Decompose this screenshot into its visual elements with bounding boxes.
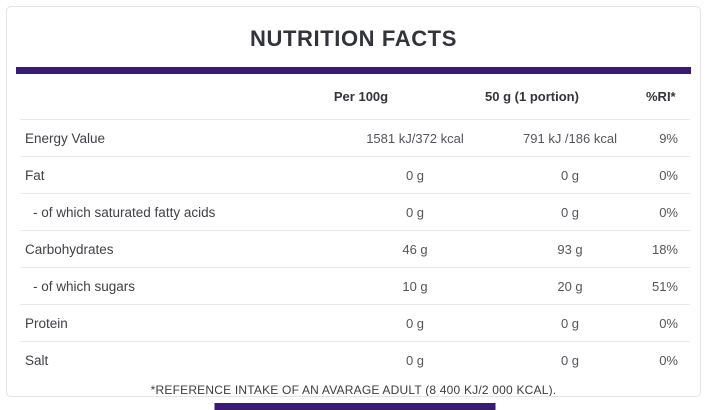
column-header-per100g: Per 100g	[333, 89, 389, 104]
column-header-portion: 50 g (1 portion)	[485, 89, 579, 104]
value-ri-percent: 0%	[659, 352, 678, 368]
table-row: Protein 0 g 0 g 0%	[20, 304, 690, 342]
accent-divider-top	[16, 67, 691, 74]
value-ri-percent: 51%	[651, 278, 678, 294]
value-portion: 0 g	[560, 167, 580, 183]
value-portion: 93 g	[557, 241, 583, 257]
table-row: Fat 0 g 0 g 0%	[20, 156, 690, 194]
value-portion: 20 g	[557, 278, 583, 294]
value-per100g: 1581 kJ/372 kcal	[366, 130, 464, 146]
table-row: Carbohydrates 46 g 93 g 18%	[20, 230, 690, 268]
reference-intake-footnote: *REFERENCE INTAKE OF AN AVARAGE ADULT (8…	[150, 382, 557, 397]
column-header-ri: %RI*	[646, 89, 676, 104]
row-label: Salt	[25, 352, 49, 368]
row-label: Energy Value	[25, 130, 106, 146]
value-ri-percent: 18%	[651, 241, 678, 257]
value-per100g: 10 g	[402, 278, 428, 294]
value-portion: 0 g	[560, 352, 580, 368]
nutrition-table-wrapper: Per 100g 50 g (1 portion) %RI* Energy Va…	[20, 74, 690, 379]
row-label: - of which saturated fatty acids	[33, 204, 216, 220]
value-ri-percent: 0%	[659, 204, 678, 220]
column-header-label	[20, 74, 340, 120]
nutrition-table: Per 100g 50 g (1 portion) %RI* Energy Va…	[20, 74, 690, 379]
table-row: - of which saturated fatty acids 0 g 0 g 0%	[20, 193, 690, 231]
value-per100g: 0 g	[405, 352, 425, 368]
row-label: Fat	[25, 167, 45, 183]
table-header-row: Per 100g 50 g (1 portion) %RI*	[20, 74, 690, 120]
value-portion: 0 g	[560, 315, 580, 331]
table-row: Energy Value 1581 kJ/372 kcal 791 kJ /186 …	[20, 119, 690, 157]
page-title: NUTRITION FACTS	[250, 26, 457, 51]
value-per100g: 0 g	[405, 204, 425, 220]
value-portion: 791 kJ /186 kcal	[523, 130, 617, 146]
value-per100g: 0 g	[405, 315, 425, 331]
value-ri-percent: 9%	[659, 130, 678, 146]
value-portion: 0 g	[560, 204, 580, 220]
value-per100g: 0 g	[405, 167, 425, 183]
nutrition-card: NUTRITION FACTS Per 100g 50 g (1 portion…	[6, 6, 701, 397]
value-ri-percent: 0%	[659, 167, 678, 183]
row-label: Carbohydrates	[25, 241, 114, 257]
accent-divider-bottom	[214, 403, 496, 410]
value-ri-percent: 0%	[659, 315, 678, 331]
row-label: Protein	[25, 315, 68, 331]
table-row: - of which sugars 10 g 20 g 51%	[20, 267, 690, 305]
value-per100g: 46 g	[402, 241, 428, 257]
table-row: Salt 0 g 0 g 0%	[20, 341, 690, 379]
row-label: - of which sugars	[33, 278, 136, 294]
